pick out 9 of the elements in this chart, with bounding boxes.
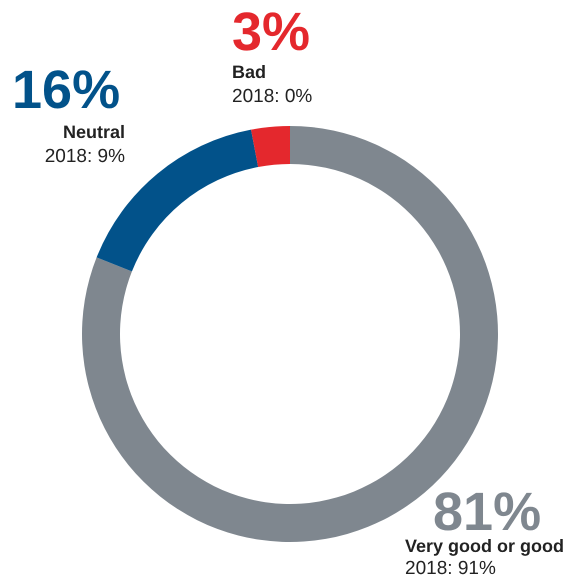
- text: 2018: 0%: [232, 86, 312, 107]
- text: 2018: 91%: [405, 558, 496, 579]
- text: 2018: 9%: [44, 146, 126, 167]
- slice-label: Very good or good: [405, 536, 564, 556]
- slice-label: Bad: [232, 62, 266, 82]
- donut-slice: [251, 126, 290, 168]
- data-label: 16%: [12, 60, 120, 120]
- slice-label: Neutral: [62, 122, 125, 142]
- data-label: 3%: [232, 2, 310, 62]
